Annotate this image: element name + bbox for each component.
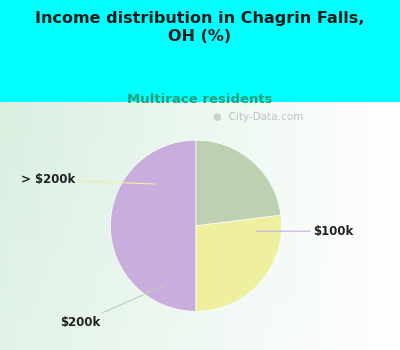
Text: > $200k: > $200k [21,173,154,186]
Wedge shape [196,140,281,226]
Text: ●: ● [212,112,221,122]
Wedge shape [110,140,196,312]
Text: City-Data.com: City-Data.com [222,112,304,122]
Text: $100k: $100k [256,225,353,238]
Wedge shape [196,215,282,312]
Text: $200k: $200k [61,286,163,329]
Text: Multirace residents: Multirace residents [127,93,273,106]
Text: Income distribution in Chagrin Falls,
OH (%): Income distribution in Chagrin Falls, OH… [35,10,365,44]
